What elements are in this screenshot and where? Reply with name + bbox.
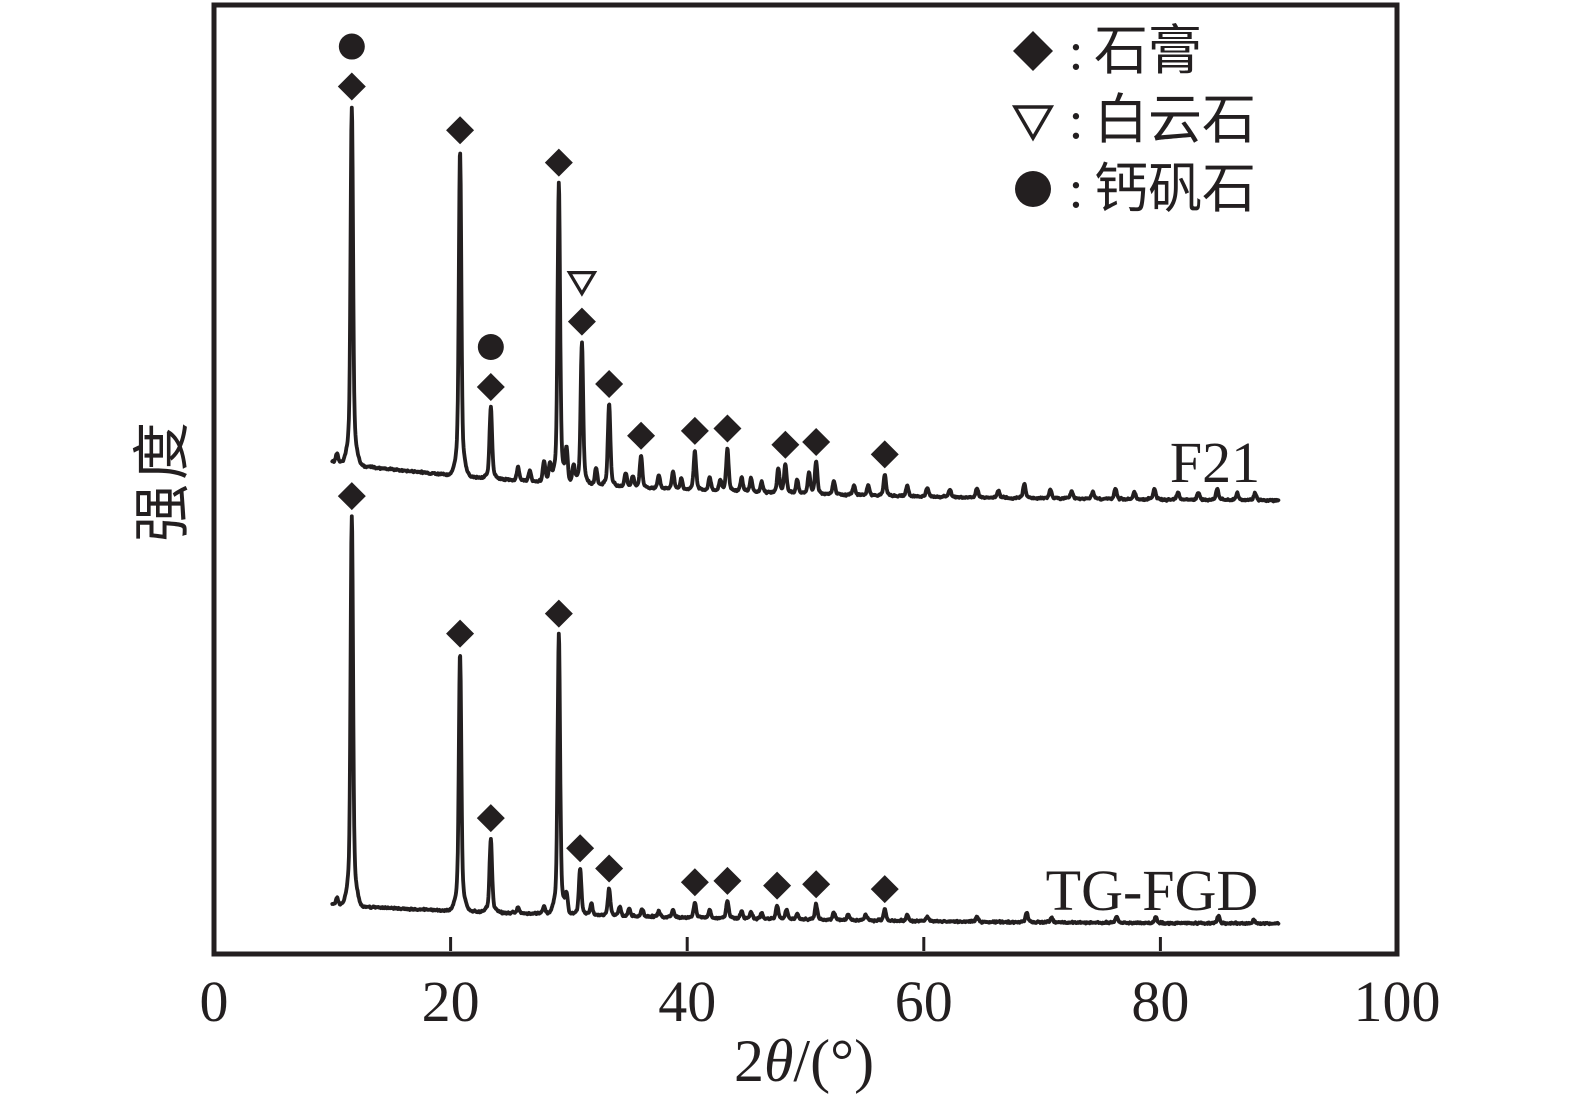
marker-gypsum	[595, 369, 624, 398]
gypsum-diamond-icon	[1008, 26, 1058, 76]
f21-trace	[330, 105, 1281, 504]
tg-fgd-trace	[330, 514, 1281, 927]
legend-row-ettringite: : 钙矾石	[1008, 154, 1256, 223]
plot-border	[211, 2, 1400, 957]
ettringite-circle-icon	[1008, 164, 1058, 214]
x-axis-title-suffix: /(°)	[793, 1028, 875, 1094]
dolomite-triangle-icon	[1008, 95, 1058, 145]
marker-ettringite	[477, 333, 504, 360]
x-axis-title: 2θ/(°)	[734, 1030, 874, 1092]
marker-gypsum	[476, 372, 505, 401]
diffraction-traces	[330, 105, 1281, 927]
legend: : 石膏 : 白云石 : 钙矾石	[1008, 16, 1256, 223]
marker-gypsum	[337, 482, 366, 511]
x-axis-title-prefix: 2	[733, 1028, 764, 1094]
marker-gypsum	[680, 868, 709, 897]
series-label-tg-fgd: TG-FGD	[1045, 858, 1259, 923]
legend-label-ettringite: 钙矾石	[1094, 158, 1256, 219]
marker-gypsum	[544, 148, 573, 177]
x-tick-label-80: 80	[1131, 969, 1190, 1034]
marker-gypsum	[446, 116, 475, 145]
x-tick-label-40: 40	[658, 969, 717, 1034]
y-axis-title: 强度	[130, 417, 195, 543]
marker-gypsum	[771, 430, 800, 459]
marker-gypsum	[713, 866, 742, 895]
marker-ettringite	[338, 33, 365, 60]
x-tick-label-0: 0	[199, 969, 229, 1034]
legend-colon: :	[1068, 158, 1084, 219]
marker-gypsum	[763, 871, 792, 900]
x-tick-label-20: 20	[421, 969, 480, 1034]
marker-gypsum	[802, 427, 831, 456]
theta-symbol: θ	[763, 1028, 794, 1094]
marker-gypsum	[595, 854, 624, 883]
marker-gypsum	[337, 72, 366, 101]
marker-dolomite	[566, 271, 598, 297]
legend-row-dolomite: : 白云石	[1008, 85, 1256, 154]
marker-gypsum	[446, 619, 475, 648]
marker-gypsum	[627, 421, 656, 450]
x-axis-ticks	[212, 937, 1399, 951]
marker-gypsum	[870, 875, 899, 904]
marker-gypsum	[680, 416, 709, 445]
marker-gypsum	[713, 414, 742, 443]
legend-label-gypsum: 石膏	[1094, 20, 1202, 81]
marker-gypsum	[567, 307, 596, 336]
marker-gypsum	[476, 804, 505, 833]
legend-colon: :	[1068, 20, 1084, 81]
legend-row-gypsum: : 石膏	[1008, 16, 1256, 85]
x-tick-label-60: 60	[894, 969, 953, 1034]
phase-markers	[337, 33, 899, 904]
marker-gypsum	[802, 870, 831, 899]
legend-colon: :	[1068, 89, 1084, 150]
series-label-f21: F21	[1169, 430, 1261, 495]
marker-gypsum	[870, 440, 899, 469]
marker-gypsum	[544, 599, 573, 628]
marker-gypsum	[566, 834, 595, 863]
x-tick-label-100: 100	[1353, 969, 1441, 1034]
legend-label-dolomite: 白云石	[1094, 89, 1256, 150]
